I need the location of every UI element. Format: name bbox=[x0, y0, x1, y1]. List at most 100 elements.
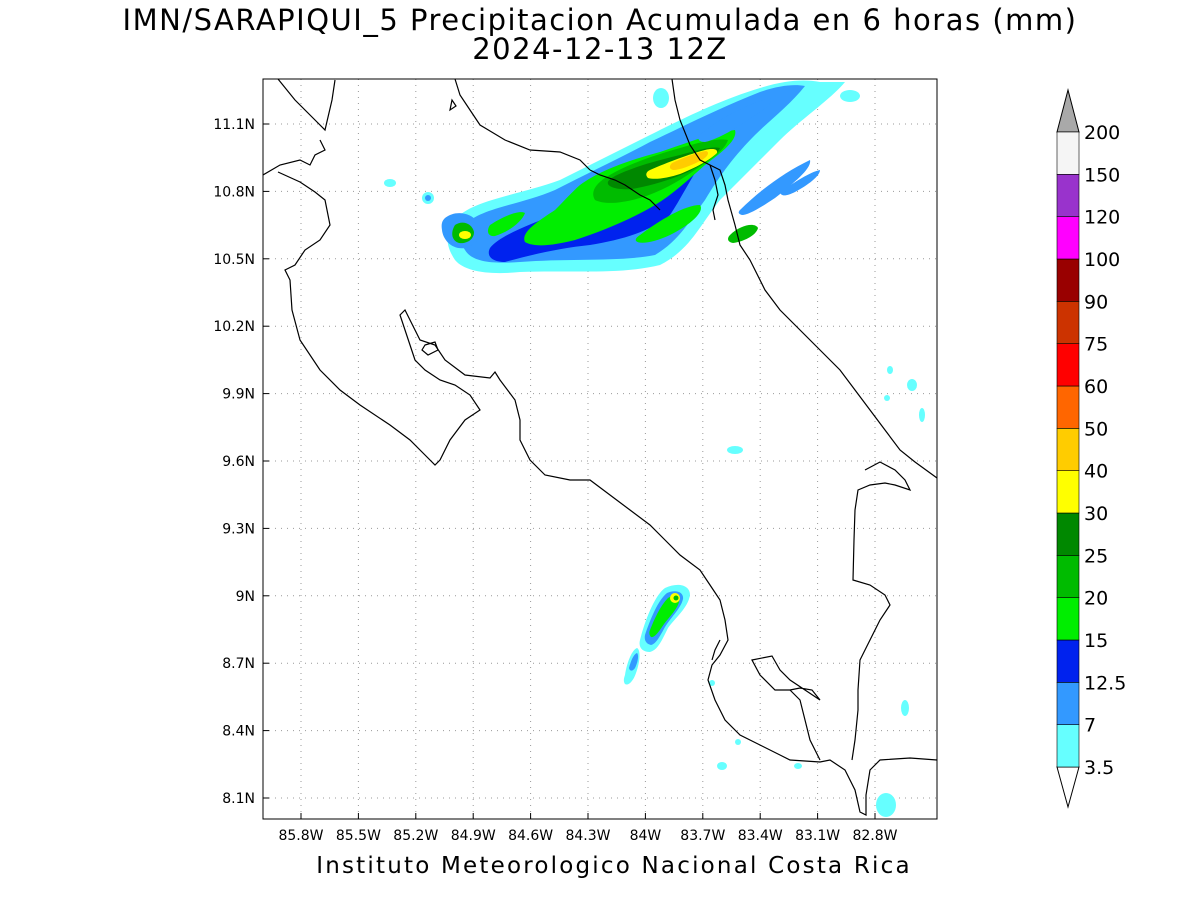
island-nw bbox=[449, 98, 457, 112]
colorbar-swatch bbox=[1056, 258, 1080, 302]
precip-dot bbox=[919, 408, 925, 422]
colorbar-below-triangle bbox=[1056, 766, 1080, 809]
colorbar-label: 3.5 bbox=[1084, 757, 1114, 779]
map-title: IMN/SARAPIQUI_5 Precipitacion Acumulada … bbox=[122, 3, 1078, 37]
coastline-pacific bbox=[277, 171, 937, 816]
colorbar-label: 100 bbox=[1084, 249, 1120, 271]
lat-tick-label: 10.2N bbox=[213, 319, 255, 335]
colorbar-label: 7 bbox=[1084, 715, 1096, 737]
footer-credit: Instituto Meteorologico Nacional Costa R… bbox=[316, 853, 912, 879]
lon-axis: 85.8W 85.5W 85.2W 84.9W 84.6W 84.3W 84W 83.7W 83… bbox=[278, 813, 898, 844]
coastline-osa bbox=[711, 639, 721, 661]
lon-tick-label: 83.1W bbox=[795, 828, 840, 844]
colorbar-swatch bbox=[1056, 131, 1080, 175]
colorbar-label: 25 bbox=[1084, 545, 1108, 567]
lat-tick-label: 10.8N bbox=[213, 184, 255, 200]
colorbar-label: 30 bbox=[1084, 503, 1108, 525]
river-san-juan bbox=[709, 164, 719, 221]
precip-dot bbox=[384, 179, 396, 187]
precip-cell-east-2 bbox=[728, 224, 758, 243]
precip-dot bbox=[735, 739, 741, 745]
coastlines bbox=[263, 79, 937, 816]
colorbar-swatch bbox=[1056, 682, 1080, 725]
colorbar-swatch bbox=[1056, 724, 1080, 768]
precip-dot bbox=[709, 680, 715, 686]
lat-tick-label: 9.3N bbox=[222, 521, 255, 537]
colorbar-swatch bbox=[1056, 639, 1080, 683]
precip-dot bbox=[727, 446, 743, 454]
precip-dot bbox=[794, 763, 802, 769]
precip-area-15 bbox=[649, 595, 680, 638]
lat-tick-label: 8.1N bbox=[222, 791, 255, 807]
precip-area-20 bbox=[673, 595, 679, 601]
coastline-golfito bbox=[751, 655, 821, 701]
colorbar-label: 60 bbox=[1084, 376, 1108, 398]
lon-tick-label: 84.6W bbox=[508, 828, 553, 844]
precip-area-40 bbox=[669, 151, 708, 170]
colorbar-swatch bbox=[1056, 555, 1080, 598]
coastline-gulf bbox=[263, 139, 326, 176]
precip-cell-mid bbox=[487, 212, 525, 237]
colorbar-swatch bbox=[1056, 597, 1080, 641]
colorbar-label: 20 bbox=[1084, 588, 1108, 610]
colorbar-label: 75 bbox=[1084, 334, 1108, 356]
precip-dot bbox=[884, 395, 890, 401]
precip-dot bbox=[887, 366, 893, 374]
lat-tick-label: 9N bbox=[236, 589, 255, 605]
precip-field bbox=[384, 80, 925, 817]
colorbar-label: 15 bbox=[1084, 630, 1108, 652]
lon-tick-label: 82.8W bbox=[852, 828, 897, 844]
precip-cell-ne-3 bbox=[780, 170, 820, 196]
precip-dot bbox=[907, 379, 917, 391]
coastline-caribbean bbox=[671, 79, 937, 479]
precip-dot bbox=[901, 700, 909, 716]
lat-tick-label: 8.4N bbox=[222, 724, 255, 740]
colorbar: 3.5 7 12.5 15 20 25 30 40 50 60 75 90 100 120 150 200 bbox=[1056, 88, 1126, 809]
precip-dot bbox=[653, 88, 669, 108]
colorbar-label: 90 bbox=[1084, 291, 1108, 313]
lon-tick-label: 85.8W bbox=[278, 828, 323, 844]
precip-area-7 bbox=[629, 653, 639, 671]
colorbar-swatch bbox=[1056, 174, 1080, 217]
island-chira bbox=[421, 341, 439, 356]
lat-tick-label: 11.1N bbox=[213, 117, 255, 133]
lon-tick-label: 85.2W bbox=[393, 828, 438, 844]
colorbar-swatch bbox=[1056, 343, 1080, 387]
lon-tick-label: 83.7W bbox=[680, 828, 725, 844]
colorbar-label: 200 bbox=[1084, 122, 1120, 144]
precip-band-north bbox=[441, 80, 845, 274]
colorbar-swatch bbox=[1056, 470, 1080, 514]
colorbar-label: 12.5 bbox=[1084, 672, 1126, 694]
precip-cell-ne-2 bbox=[738, 160, 811, 215]
colorbar-above-triangle bbox=[1056, 88, 1080, 133]
lon-tick-label: 83.4W bbox=[738, 828, 783, 844]
coastline-nw bbox=[277, 79, 336, 132]
precip-dot bbox=[876, 793, 896, 817]
precip-band-south bbox=[623, 584, 690, 685]
lat-tick-label: 9.6N bbox=[222, 454, 255, 470]
border-panama bbox=[851, 461, 912, 761]
lon-tick-label: 84W bbox=[630, 828, 662, 844]
coastline-nicaragua-lake bbox=[454, 79, 591, 171]
colorbar-label: 40 bbox=[1084, 461, 1108, 483]
precip-cell-east bbox=[635, 205, 701, 243]
lon-tick-label: 85.5W bbox=[336, 828, 381, 844]
map-panel: 11.1N 10.8N 10.5N 10.2N 9.9N 9.6N 9.3N 9N 8.7N 8.… bbox=[213, 78, 938, 844]
colorbar-label: 120 bbox=[1084, 207, 1120, 229]
lon-tick-label: 84.9W bbox=[451, 828, 496, 844]
colorbar-label: 50 bbox=[1084, 418, 1108, 440]
lon-tick-label: 84.3W bbox=[565, 828, 610, 844]
map-frame bbox=[262, 78, 938, 820]
lat-axis: 11.1N 10.8N 10.5N 10.2N 9.9N 9.6N 9.3N 9N 8.7N 8.… bbox=[213, 117, 269, 807]
map-datetime: 2024-12-13 12Z bbox=[472, 32, 728, 66]
colorbar-swatch bbox=[1056, 385, 1080, 429]
colorbar-swatch bbox=[1056, 301, 1080, 344]
border-nicaragua bbox=[589, 169, 661, 211]
precip-cell-ne bbox=[698, 98, 771, 142]
precip-dot bbox=[717, 762, 727, 770]
coastline-burica bbox=[789, 689, 821, 761]
lat-tick-label: 8.7N bbox=[222, 656, 255, 672]
precip-cell-west-peak bbox=[459, 231, 471, 239]
colorbar-label: 150 bbox=[1084, 164, 1120, 186]
